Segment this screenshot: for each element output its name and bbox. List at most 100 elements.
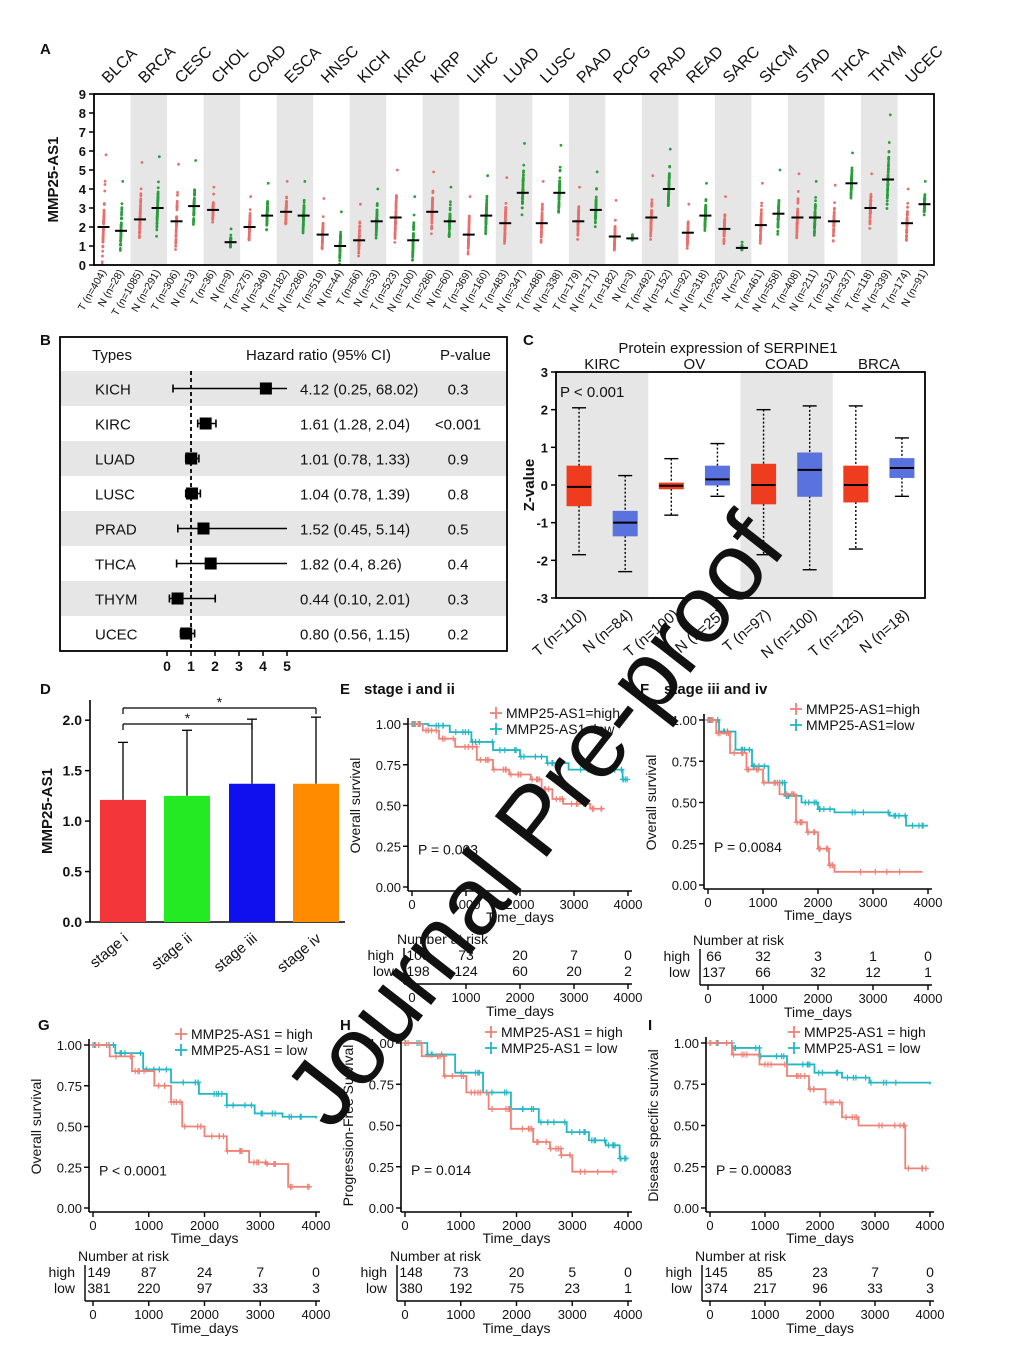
expression-point [540, 225, 544, 229]
km-title: stage iii and iv [664, 681, 768, 698]
expression-point [174, 244, 178, 248]
expression-point [430, 224, 434, 228]
expression-point [776, 218, 780, 222]
expression-point [886, 194, 889, 198]
expression-point [394, 222, 397, 226]
expression-point [448, 228, 451, 232]
expression-point [394, 203, 398, 207]
y-tick-label: -1 [536, 516, 548, 531]
cancer-name-label: LIHC [464, 49, 502, 87]
expression-point [667, 193, 671, 197]
risk-x-tick-label: 3000 [861, 1307, 890, 1322]
y-tick-label: 7 [79, 125, 86, 140]
expression-point [447, 233, 451, 237]
expression-point [832, 211, 836, 215]
expression-point [776, 221, 780, 225]
expression-point [540, 216, 544, 220]
expression-point [504, 211, 508, 214]
expression-point [704, 198, 708, 202]
expression-point [760, 181, 764, 185]
hr-text: 1.01 (0.78, 1.33) [300, 452, 410, 469]
expression-point [723, 222, 726, 225]
expression-point [176, 191, 179, 194]
expression-point [266, 181, 270, 185]
expression-point [100, 260, 104, 264]
iqr-box [704, 465, 730, 486]
expression-point [704, 211, 707, 215]
iqr-box [797, 452, 823, 497]
cancer-shade-band [568, 94, 606, 265]
censor-mark [738, 750, 745, 756]
censor-mark [489, 738, 496, 745]
x-tick-label: 3000 [246, 1218, 275, 1233]
risk-count-high: 23 [812, 1264, 828, 1280]
expression-point [175, 201, 179, 205]
censor-mark [844, 1074, 851, 1081]
expression-point [868, 213, 872, 217]
censor-mark [581, 1168, 588, 1175]
expression-point [174, 248, 177, 251]
expression-point [155, 228, 159, 232]
expression-point [577, 206, 581, 210]
p-value-annotation: P < 0.0001 [99, 1162, 167, 1178]
expression-point [120, 208, 124, 212]
cancer-name-label: PAAD [574, 45, 616, 87]
expression-point [886, 191, 889, 195]
censor-mark [723, 1040, 730, 1046]
y-axis-label: Overall survival [28, 1079, 44, 1175]
risk-count-low: 3 [312, 1280, 320, 1296]
expression-point [119, 232, 123, 236]
legend-low-label: MMP25-AS1 = low [191, 1042, 308, 1058]
risk-count-low: 374 [704, 1280, 728, 1296]
censor-mark [230, 1102, 237, 1109]
expression-point [192, 213, 196, 217]
cancer-name-label: CESC [172, 43, 215, 86]
y-tick-label: 0.25 [674, 1160, 699, 1175]
expression-point [229, 227, 233, 231]
expression-point [649, 228, 653, 232]
y-tick-label: 2 [79, 220, 86, 235]
expression-point [521, 173, 525, 177]
expression-point [485, 195, 489, 199]
expression-point [887, 164, 890, 168]
expression-point [595, 187, 598, 191]
expression-point [905, 219, 909, 223]
expression-point [395, 168, 399, 172]
expression-point [284, 218, 288, 222]
x-tick-label: 3 [235, 658, 243, 674]
expression-point [177, 162, 180, 166]
expression-point [155, 210, 159, 214]
risk-count-high: 20 [509, 1264, 525, 1280]
panel-g: G 0.00 0.25 0.50 0.75 1.00 0 1000 2000 3000 4000 Ti… [28, 1017, 330, 1336]
risk-x-tick-label: 4000 [614, 990, 643, 1005]
expression-point [832, 227, 836, 231]
risk-count-high: 73 [458, 947, 474, 963]
expression-point [140, 161, 144, 164]
risk-count-low: 380 [399, 1280, 423, 1296]
censor-mark [905, 1165, 912, 1172]
censor-mark [867, 1079, 874, 1086]
expression-point [833, 183, 837, 187]
expression-point [485, 205, 488, 209]
group-name-label: KIRC [584, 356, 620, 373]
censor-mark [811, 829, 818, 836]
expression-point [192, 210, 196, 214]
expression-point [432, 170, 435, 174]
expression-point [412, 221, 416, 225]
expression-point [576, 237, 580, 241]
y-tick-label: 9 [79, 87, 86, 102]
cancer-name-label: CHOL [209, 43, 253, 87]
censor-mark [501, 747, 508, 754]
hr-point [197, 522, 210, 535]
risk-count-high: 148 [399, 1264, 423, 1280]
hr-text: 0.44 (0.10, 2.01) [300, 592, 410, 609]
y-tick-label: 0.75 [674, 1077, 699, 1092]
expression-point [649, 234, 653, 238]
expression-point [119, 225, 123, 229]
expression-point [212, 185, 216, 189]
expression-point [284, 205, 288, 209]
censor-mark [609, 1168, 616, 1175]
censor-mark [850, 1074, 857, 1081]
cancer-shade-band [495, 94, 533, 265]
risk-label-high: high [361, 1264, 387, 1280]
